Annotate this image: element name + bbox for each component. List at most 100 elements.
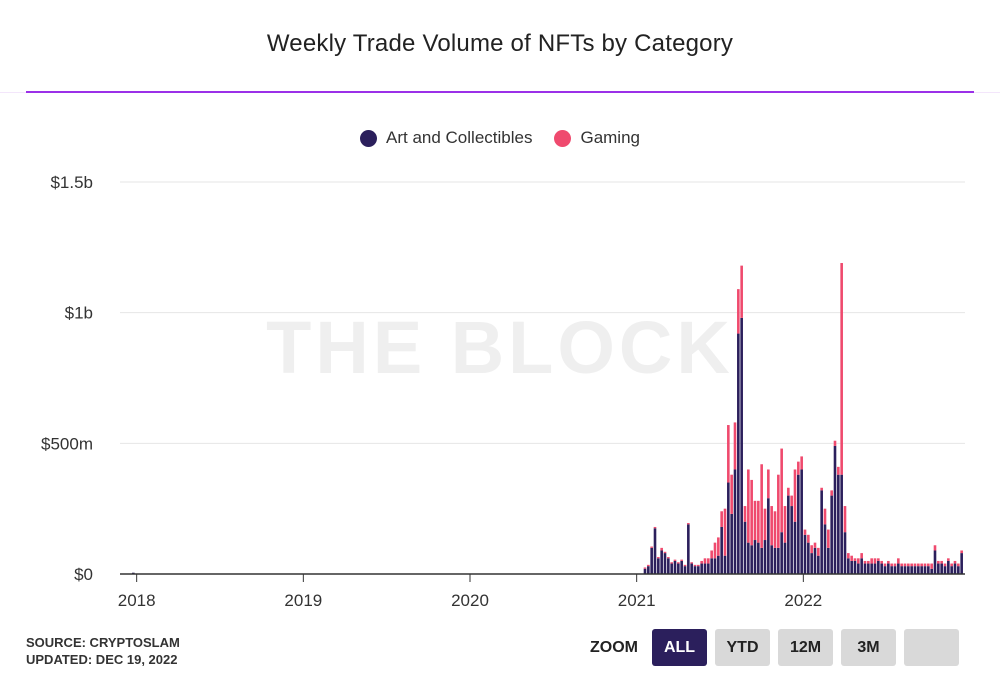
bar-art xyxy=(690,563,693,574)
bar-art xyxy=(710,558,713,574)
bar-art xyxy=(883,566,887,574)
bar-gaming xyxy=(807,534,810,543)
bar-art xyxy=(910,566,913,574)
source-text: SOURCE: CRYPTOSLAM xyxy=(26,635,180,650)
bar-art xyxy=(820,490,823,574)
bar-gaming xyxy=(920,563,923,567)
bar-gaming xyxy=(813,542,817,548)
bar-art xyxy=(803,534,807,574)
bar-gaming xyxy=(853,558,857,561)
bar-gaming xyxy=(673,559,677,561)
zoom-all-button[interactable]: ALL xyxy=(652,629,707,666)
bar-art xyxy=(757,542,760,574)
bar-gaming xyxy=(940,560,943,564)
x-tick-label: 2020 xyxy=(451,591,489,610)
bar-art xyxy=(673,560,677,574)
bar-art xyxy=(817,555,820,574)
legend-dot-art xyxy=(360,129,377,147)
bar-art xyxy=(720,526,723,574)
bar-art xyxy=(650,547,653,574)
zoom-ytd-button[interactable]: YTD xyxy=(715,629,770,666)
bar-art xyxy=(847,558,850,574)
bar-art xyxy=(893,566,897,574)
bar-art xyxy=(913,566,917,574)
bar-gaming xyxy=(680,559,683,561)
gridlines xyxy=(120,181,965,444)
bar-gaming xyxy=(773,511,777,548)
bar-gaming xyxy=(910,563,913,567)
bar-art xyxy=(763,540,767,574)
bar-gaming xyxy=(730,474,733,514)
bar-art xyxy=(647,566,650,574)
bar-art xyxy=(750,545,753,574)
bar-gaming xyxy=(643,567,647,569)
bar-gaming xyxy=(790,495,793,507)
bar-gaming xyxy=(800,456,803,470)
y-tick-label: $0 xyxy=(74,565,93,584)
bar-art xyxy=(920,566,923,574)
bar-gaming xyxy=(897,558,900,564)
bar-gaming xyxy=(690,562,693,564)
bar-gaming xyxy=(663,551,667,554)
bar-gaming xyxy=(770,506,773,546)
bar-art xyxy=(853,560,857,574)
bar-art xyxy=(783,542,787,574)
bar-gaming xyxy=(923,563,927,567)
title-divider xyxy=(26,91,974,93)
bar-gaming xyxy=(903,563,907,567)
bar-gaming xyxy=(740,265,743,318)
x-tick-label: 2018 xyxy=(118,591,156,610)
zoom-3m-button[interactable]: 3M xyxy=(841,629,896,666)
bar-gaming xyxy=(720,511,723,527)
bar-art xyxy=(667,558,670,574)
bar-art xyxy=(830,495,833,574)
zoom-extra-button[interactable] xyxy=(904,629,959,666)
bar-art xyxy=(707,563,710,574)
bar-gaming xyxy=(700,560,703,564)
bar-art xyxy=(957,566,960,574)
bar-art xyxy=(717,555,720,574)
bar-gaming xyxy=(647,564,650,567)
bar-gaming xyxy=(733,422,737,470)
bar-art xyxy=(653,528,657,574)
legend-item-gaming[interactable]: Gaming xyxy=(554,128,640,148)
zoom-12m-button[interactable]: 12M xyxy=(778,629,833,666)
bar-art xyxy=(923,566,927,574)
bar-gaming xyxy=(913,563,917,567)
legend-item-art[interactable]: Art and Collectibles xyxy=(360,128,532,148)
y-tick-label: $500m xyxy=(41,434,93,453)
bar-art xyxy=(953,563,957,574)
bar-art xyxy=(927,566,930,574)
bar-gaming xyxy=(900,563,903,567)
bar-art xyxy=(890,566,893,574)
bar-gaming xyxy=(723,508,727,556)
bar-gaming xyxy=(657,557,660,559)
y-tick-label: $1b xyxy=(65,304,93,323)
legend: Art and Collectibles Gaming xyxy=(0,128,1000,148)
bar-art xyxy=(730,513,733,574)
bar-art xyxy=(753,540,757,574)
bar-art xyxy=(880,563,883,574)
bar-gaming xyxy=(847,553,850,559)
bar-gaming xyxy=(793,469,797,522)
bar-gaming xyxy=(713,542,717,559)
bar-art xyxy=(850,560,853,574)
x-tick-label: 2019 xyxy=(284,591,322,610)
bar-art xyxy=(727,482,730,574)
legend-label-gaming: Gaming xyxy=(580,128,640,147)
bar-gaming xyxy=(833,440,837,446)
bar-gaming xyxy=(687,523,690,525)
x-tick-label: 2022 xyxy=(784,591,822,610)
legend-label-art: Art and Collectibles xyxy=(386,128,533,147)
bar-art xyxy=(950,566,953,574)
bar-gaming xyxy=(947,558,950,561)
bar-gaming xyxy=(840,263,843,475)
bar-art xyxy=(697,566,700,574)
bar-art xyxy=(903,566,907,574)
bar-gaming xyxy=(887,560,890,564)
bar-art xyxy=(657,558,660,574)
bar-gaming xyxy=(737,289,740,334)
bar-art xyxy=(643,568,647,574)
bar-gaming xyxy=(783,506,787,543)
updated-text: UPDATED: DEC 19, 2022 xyxy=(26,652,178,667)
